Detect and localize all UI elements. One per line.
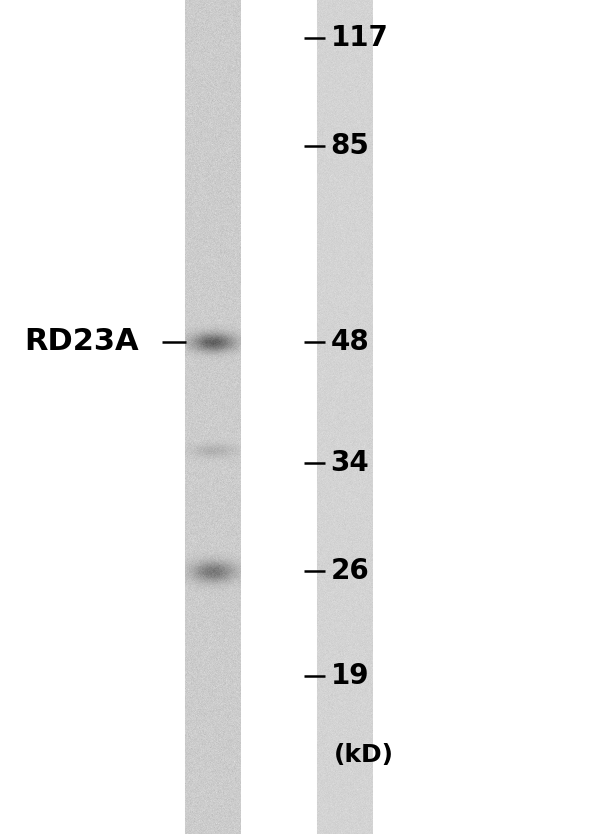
Text: 34: 34 xyxy=(331,449,369,477)
Text: 117: 117 xyxy=(331,23,388,52)
Text: 85: 85 xyxy=(331,132,370,160)
Text: 26: 26 xyxy=(331,557,369,585)
Text: 19: 19 xyxy=(331,661,369,690)
Text: 48: 48 xyxy=(331,328,369,356)
Text: (kD): (kD) xyxy=(334,743,394,766)
Text: RD23A: RD23A xyxy=(24,328,139,356)
